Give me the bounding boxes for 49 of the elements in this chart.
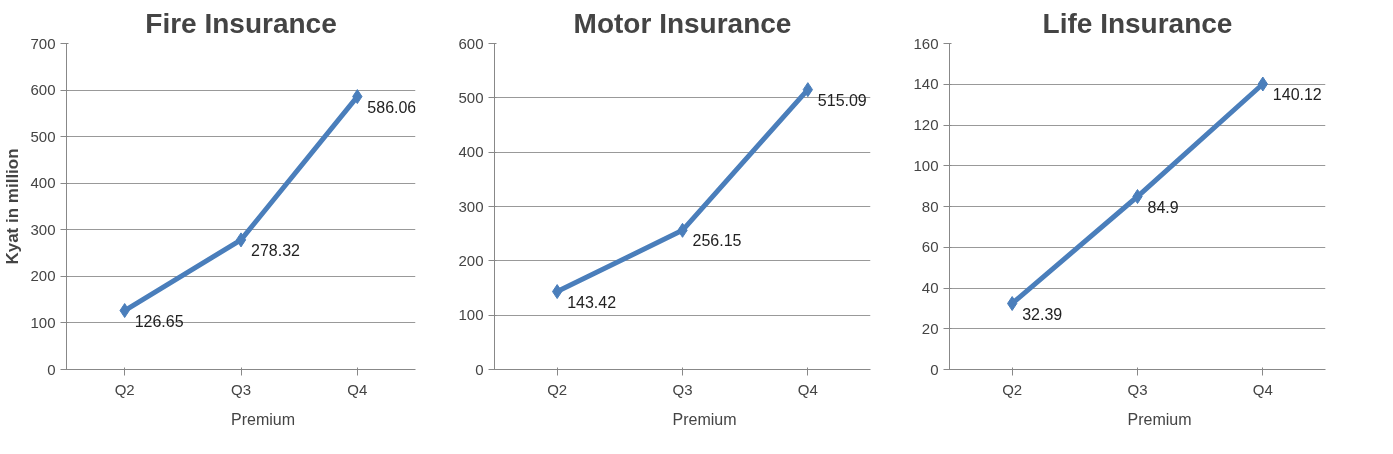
x-tick-label: Q3 [1127, 380, 1148, 398]
x-tick-label: Q2 [1002, 380, 1023, 398]
data-label: 515.09 [817, 91, 867, 109]
y-tick-label: 400 [30, 174, 56, 192]
y-tick-label: 300 [458, 197, 484, 215]
x-tick-label: Q3 [672, 380, 693, 398]
y-tick-label: 40 [921, 279, 939, 296]
chart-title: Life Insurance [1042, 7, 1233, 39]
data-label: 126.65 [134, 312, 184, 330]
y-tick-label: 200 [458, 251, 484, 269]
y-tick-label: 600 [458, 34, 484, 52]
y-tick-label: 500 [30, 127, 56, 145]
y-tick-label: 60 [921, 238, 939, 256]
data-label: 140.12 [1272, 86, 1322, 104]
data-label: 586.06 [367, 98, 417, 116]
y-tick-label: 400 [458, 143, 484, 161]
data-label: 84.9 [1147, 198, 1179, 216]
x-tick-label: Q2 [547, 380, 568, 398]
x-tick-label: Q3 [231, 380, 252, 398]
y-tick-label: 500 [458, 88, 484, 106]
y-tick-label: 0 [930, 360, 939, 378]
y-tick-label: 160 [913, 34, 939, 52]
y-tick-label: 20 [921, 319, 939, 337]
y-tick-label: 100 [458, 306, 484, 324]
text: Premium [230, 410, 296, 430]
y-tick-label: 100 [913, 156, 939, 174]
text: Premium [1127, 410, 1192, 430]
y-tick-label: 0 [47, 360, 56, 378]
y-tick-label: 600 [30, 81, 56, 99]
x-tick-label: Q4 [1252, 380, 1273, 398]
y-axis-title: Kyat in million [3, 148, 23, 265]
data-label: 256.15 [692, 232, 742, 250]
y-tick-label: 700 [30, 34, 56, 52]
x-tick-label: Q4 [347, 380, 368, 398]
y-tick-label: 140 [913, 75, 939, 93]
text: Premium [672, 410, 737, 430]
data-label: 278.32 [251, 241, 301, 259]
y-tick-label: 100 [30, 313, 56, 331]
y-tick-label: 120 [913, 116, 939, 133]
data-label: 143.42 [567, 293, 617, 311]
x-tick-label: Q4 [797, 380, 818, 398]
y-tick-label: 200 [30, 267, 56, 285]
y-tick-label: 300 [30, 220, 56, 238]
y-tick-label: 0 [475, 360, 484, 378]
y-tick-label: 80 [921, 197, 939, 215]
data-label: 32.39 [1022, 305, 1063, 323]
chart-title: Motor Insurance [573, 7, 792, 39]
x-tick-label: Q2 [114, 380, 135, 398]
chart-title: Fire Insurance [145, 7, 337, 39]
